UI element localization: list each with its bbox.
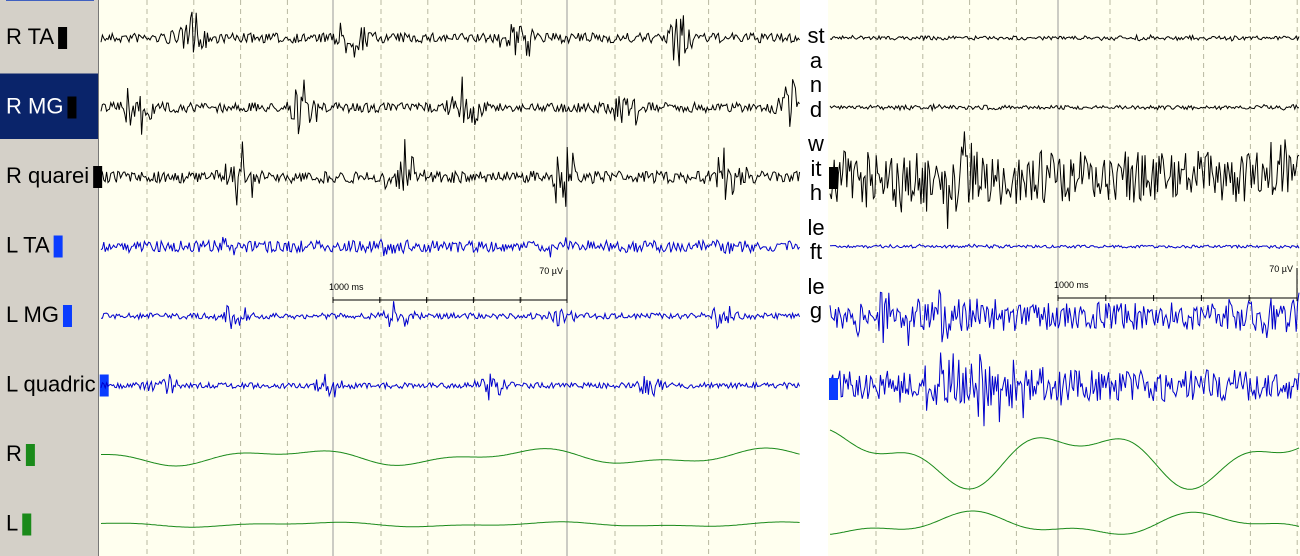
scale-amplitude: 70 µV — [1269, 264, 1293, 274]
page: R TA R MG R quarei L TA L MG L quadric R L 1000 … — [0, 0, 1300, 556]
annotation: stand with left leg — [806, 24, 826, 334]
channel-label: R MG — [6, 93, 63, 118]
annotation-word: with — [806, 132, 826, 206]
emg-viewer: R TA R MG R quarei L TA L MG L quadric R L 1000 … — [0, 0, 1300, 556]
channel-label: L — [6, 510, 18, 535]
scale-amplitude: 70 µV — [539, 266, 563, 276]
scale-time: 1000 ms — [329, 282, 364, 292]
trace-panel-1 — [99, 0, 800, 556]
channel-marker — [67, 97, 76, 119]
trace-panel-2 — [828, 0, 1300, 556]
channel-label: R — [6, 441, 22, 466]
channel-marker — [829, 167, 838, 189]
channel-label: R quarei — [6, 163, 89, 188]
channel-marker — [829, 378, 838, 400]
channel-marker — [22, 514, 31, 536]
channel-label: L TA — [6, 232, 50, 257]
channel-label: R TA — [6, 24, 54, 49]
channel-marker — [54, 236, 63, 258]
annotation-word: left — [806, 216, 826, 265]
annotation-word: stand — [806, 24, 826, 122]
channel-label: L quadric — [6, 371, 96, 396]
channel-marker — [93, 166, 102, 188]
annotation-word: leg — [806, 275, 826, 324]
scale-time: 1000 ms — [1054, 280, 1089, 290]
channel-marker — [58, 27, 67, 49]
channel-marker — [26, 444, 35, 466]
channel-marker — [63, 305, 72, 327]
channel-label: L MG — [6, 302, 59, 327]
